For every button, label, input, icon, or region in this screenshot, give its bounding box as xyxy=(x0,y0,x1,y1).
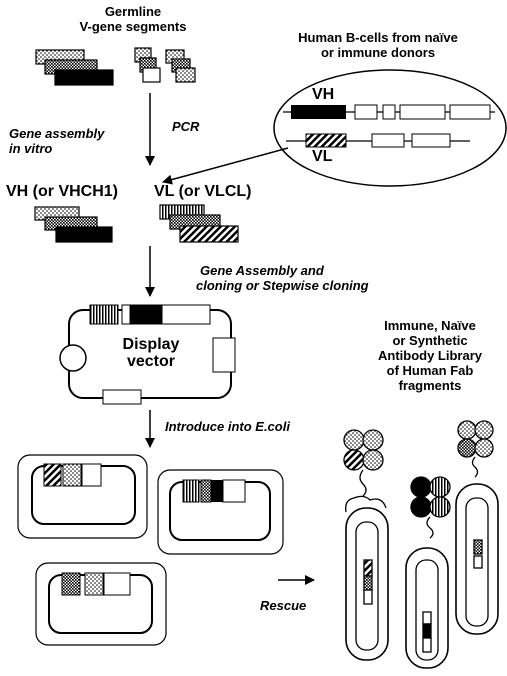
germline-label-line1: Germline xyxy=(104,4,162,19)
library-line5: fragments xyxy=(398,378,462,393)
vh-product-stack xyxy=(34,206,113,243)
display-vector xyxy=(59,304,236,405)
colony-2 xyxy=(157,469,284,555)
assembly-cloning-line1: Gene Assembly and xyxy=(200,263,324,278)
colony-3 xyxy=(35,562,167,646)
rescue-label: Rescue xyxy=(260,598,307,613)
vh-gene-label: VH xyxy=(312,86,335,103)
phage-3 xyxy=(455,420,499,635)
library-line4: of Human Fab xyxy=(386,363,474,378)
b-cell-ellipse xyxy=(273,69,507,187)
germline-small-stack-b xyxy=(165,49,196,83)
gene-assembly-line2: in vitro xyxy=(9,141,53,156)
germline-vh-stack xyxy=(35,49,114,86)
display-vector-line2: vector xyxy=(126,353,176,370)
vl-product-stack xyxy=(159,204,239,243)
display-vector-line1: Display xyxy=(122,336,180,353)
vl-product-label: VL (or VLCL) xyxy=(154,183,252,200)
germline-label: Germline V-gene segments xyxy=(63,4,203,34)
gene-assembly-line1: Gene assembly xyxy=(9,126,105,141)
colony-1 xyxy=(17,454,148,539)
germline-label-line2: V-gene segments xyxy=(79,19,187,34)
bcells-label-line1: Human B-cells from naïve xyxy=(298,30,458,45)
arrow-pcr xyxy=(162,147,289,185)
vl-gene-label: VL xyxy=(312,148,333,165)
vh-product-label: VH (or VHCH1) xyxy=(6,183,119,200)
gene-assembly-label: Gene assembly in vitro xyxy=(9,126,104,156)
assembly-cloning-label: Gene Assembly and cloning or Stepwise cl… xyxy=(196,263,369,293)
phage-2 xyxy=(405,476,451,669)
bcells-label-line2: or immune donors xyxy=(320,45,436,60)
germline-small-stack-a xyxy=(134,47,161,83)
phage-1 xyxy=(343,429,389,661)
display-vector-label: Display vector xyxy=(97,336,205,370)
library-line2: or Synthetic xyxy=(392,333,468,348)
assembly-cloning-line2: cloning or Stepwise cloning xyxy=(196,278,369,293)
bcells-label: Human B-cells from naïve or immune donor… xyxy=(278,30,478,60)
library-line1: Immune, Naïve xyxy=(384,318,476,333)
library-line3: Antibody Library xyxy=(377,348,482,363)
library-label: Immune, Naïve or Synthetic Antibody Libr… xyxy=(360,318,500,393)
pcr-label: PCR xyxy=(172,119,200,134)
introduce-label: Introduce into E.coli xyxy=(165,419,290,434)
